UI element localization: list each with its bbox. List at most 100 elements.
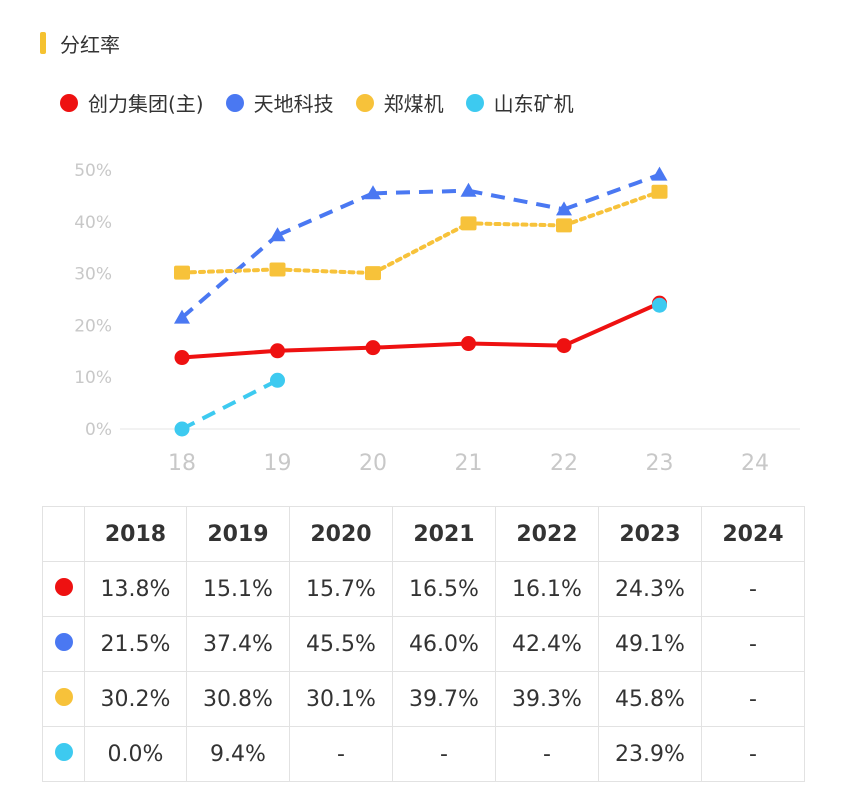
row-marker-cell [42,726,85,782]
series-line-segment [466,221,566,228]
table-header-year: 2022 [495,506,599,562]
data-point-triangle [365,185,381,200]
x-tick-label: 20 [359,451,387,476]
x-tick-label: 22 [550,451,578,476]
data-point-square [460,216,477,231]
table-cell: 49.1% [598,616,702,672]
data-point-circle [270,372,285,388]
table-header-year: 2019 [186,506,290,562]
table-cell: 24.3% [598,561,702,617]
chart-title: 分红率 [60,32,120,57]
table-cell: 45.5% [289,616,393,672]
table-cell: 21.5% [84,616,187,672]
legend-item-shandong[interactable]: 山东矿机 [465,88,574,117]
series-line-segment [180,267,280,275]
series-line-segment [371,221,471,276]
table-header-corner [42,506,85,562]
table-cell: 39.7% [392,671,496,727]
table-cell: 15.7% [289,561,393,617]
table-cell: 13.8% [84,561,187,617]
series-line-segment [468,188,565,212]
data-point-triangle [269,227,286,242]
legend-item-chuangli[interactable]: 创力集团(主) [60,88,204,117]
series-line-segment [562,189,662,228]
legend-marker-shandong [465,93,484,112]
series-line-segment [468,341,565,348]
data-point-circle [174,421,190,437]
row-color-dot [54,577,73,596]
data-point-square [365,266,381,281]
table-row: 21.5% 37.4% 45.5% 46.0% 42.4% 49.1% - [42,616,805,672]
row-marker-cell [42,561,85,617]
legend-marker-chuangli [60,93,78,112]
table-header-row: 2018 2019 2020 2021 2022 2023 2024 [42,506,805,562]
table-row: 13.8% 15.1% 15.7% 16.5% 16.1% 24.3% - [42,561,805,617]
table-cell: - [701,561,805,617]
series-line-segment [563,301,661,348]
data-point-square [174,265,190,280]
data-point-triangle [460,182,477,197]
table-cell: 0.0% [84,726,187,782]
x-tick-label: 18 [168,451,196,476]
data-point-triangle [556,201,572,216]
y-tick-label: 50% [74,161,112,181]
data-point-square [269,262,286,277]
line-chart: 0% 10% 20% 30% 40% 50% 18 19 20 21 22 23 24 [74,161,800,476]
chart-axes: 0% 10% 20% 30% 40% 50% 18 19 20 21 22 23 24 [74,161,800,476]
data-point-circle [652,297,667,313]
row-color-dot [54,742,73,761]
data-point-circle [365,340,381,356]
table-header-year: 2021 [392,506,496,562]
x-tick-label: 19 [264,451,292,476]
table-cell: - [701,616,805,672]
legend-label-zhengmeiji: 郑煤机 [383,92,444,116]
table-cell: 30.8% [186,671,290,727]
data-point-triangle [174,309,190,324]
table-cell: 39.3% [495,671,599,727]
x-tick-label: 23 [646,451,674,476]
y-tick-label: 10% [74,368,112,388]
y-tick-label: 0% [85,420,112,440]
data-point-square [556,218,572,233]
table-cell: 16.5% [392,561,496,617]
series-line-segment [180,233,279,320]
series-line-segment [275,267,375,276]
legend-label-chuangli: 创力集团(主) [88,92,204,116]
table-cell: 30.1% [289,671,393,727]
x-tick-label: 21 [455,451,483,476]
data-point-triangle [651,166,668,181]
chart-series-lines [180,172,662,431]
data-point-circle [461,336,476,352]
series-line-segment [372,188,469,196]
y-tick-label: 30% [74,265,112,285]
table-row: 30.2% 30.8% 30.1% 39.7% 39.3% 45.8% - [42,671,805,727]
legend-marker-tiandi [225,93,244,112]
table-cell: 37.4% [186,616,290,672]
chart-title-row: 分红率 [40,28,120,58]
legend-marker-zhengmeiji [355,93,374,112]
table-cell: 23.9% [598,726,702,782]
series-line-segment [276,191,374,238]
legend-item-zhengmeiji[interactable]: 郑煤机 [355,88,444,117]
table-cell: 16.1% [495,561,599,617]
data-point-circle [556,338,572,354]
legend-item-tiandi[interactable]: 天地科技 [225,88,334,117]
data-table: 2018 2019 2020 2021 2022 2023 2024 13.8%… [42,506,805,782]
table-header-year: 2018 [84,506,187,562]
series-line-segment [181,378,279,431]
y-tick-label: 40% [74,213,112,233]
row-marker-cell [42,616,85,672]
table-cell: 30.2% [84,671,187,727]
table-header-year: 2024 [701,506,805,562]
data-point-square [651,184,668,199]
data-point-circle [270,343,285,359]
legend-label-shandong: 山东矿机 [493,92,574,116]
series-line-segment [277,345,374,353]
series-line-segment [563,172,661,212]
row-color-dot [54,632,73,651]
table-cell: - [289,726,393,782]
y-tick-label: 20% [74,316,112,336]
row-marker-cell [42,671,85,727]
table-cell: 42.4% [495,616,599,672]
table-cell: - [701,671,805,727]
